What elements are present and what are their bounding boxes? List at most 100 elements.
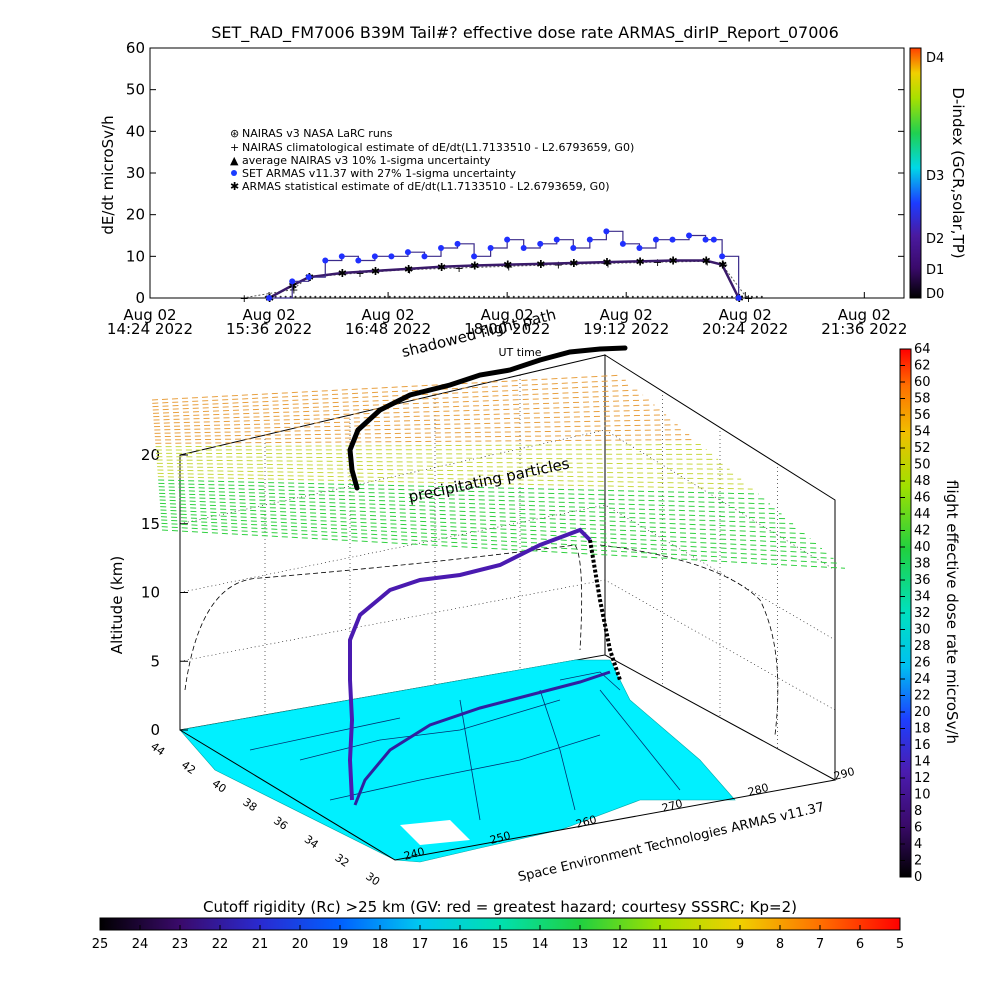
lon-tick-label: 290 (832, 765, 856, 783)
set-armas-point (471, 253, 478, 260)
dose-tick-label: 8 (914, 804, 922, 819)
baseline-point (492, 295, 495, 298)
baseline-point (279, 295, 282, 298)
cutoff-tick-label: 21 (252, 937, 269, 952)
armas-stat-point: ✱ (602, 256, 611, 269)
legend-marker-0: ⊛ (230, 127, 239, 140)
dose-tick-label: 60 (914, 375, 931, 390)
armas-stat-point: ✱ (635, 255, 644, 268)
sheet-row (153, 399, 649, 418)
cutoff-tick-label: 5 (896, 937, 904, 952)
sheet-row (151, 374, 621, 401)
baseline-point (274, 295, 277, 298)
baseline-point (706, 295, 709, 298)
cutoff-tick-label: 18 (372, 937, 389, 952)
baseline-point (487, 295, 490, 298)
cutoff-tick-label: 16 (452, 937, 469, 952)
baseline-point (329, 295, 332, 298)
set-armas-point (553, 236, 560, 243)
set-armas-point (652, 236, 659, 243)
sheet-row (155, 444, 701, 448)
baseline-point (438, 295, 441, 298)
dindex-tick-0: D0 (926, 287, 944, 302)
baseline-point (716, 295, 719, 298)
armas-stat-point: ✱ (470, 260, 479, 273)
baseline-point (468, 295, 471, 298)
sheet-row (157, 472, 747, 485)
set-armas-point (537, 240, 544, 247)
top-x-tick-time: 14:24 2022 (107, 320, 193, 338)
sheet-row (156, 452, 713, 455)
dose-tick-label: 58 (914, 392, 931, 407)
baseline-point (349, 295, 352, 298)
sheet-row (153, 394, 644, 414)
set-armas-point (454, 240, 461, 247)
sheet-row (154, 424, 678, 434)
baseline-point (760, 295, 763, 298)
baseline-point (631, 295, 634, 298)
baseline-point (354, 295, 357, 298)
baseline-point (358, 295, 361, 298)
cutoff-tick-label: 13 (572, 937, 589, 952)
cutoff-tick-label: 14 (532, 937, 549, 952)
cutoff-tick-label: 24 (132, 937, 149, 952)
lat-tick-label: 36 (271, 814, 290, 833)
baseline-point (497, 295, 500, 298)
baseline-point (666, 295, 669, 298)
baseline-point (582, 295, 585, 298)
z-tick-label: 15 (141, 515, 160, 533)
baseline-point (388, 295, 391, 298)
armas-stat-point: ✱ (437, 261, 446, 274)
flight-path (347, 527, 592, 801)
map-border-line (539, 689, 576, 811)
armas-stat-point: ✱ (718, 259, 727, 272)
sheet-row (156, 459, 724, 465)
lon-tick-label: 280 (746, 781, 770, 799)
top-x-tick-date: Aug 02 (242, 306, 295, 324)
cutoff-tick-label: 20 (292, 937, 309, 952)
sheet-row (160, 509, 811, 540)
baseline-point (726, 295, 729, 298)
sheet-row (159, 492, 782, 515)
armas-stat-point: ✱ (536, 258, 545, 271)
set-armas-point (404, 249, 411, 256)
sheet-row (160, 516, 822, 549)
dindex-colorbar (909, 47, 922, 299)
set-armas-point (438, 245, 445, 251)
baseline-point (383, 295, 386, 298)
chart-title: SET_RAD_FM7006 B39M Tail#? effective dos… (211, 23, 839, 43)
z-tick-label: 10 (141, 584, 160, 602)
sheet-row (157, 466, 736, 475)
set-armas-point (710, 236, 717, 243)
dose-tick-label: 48 (914, 474, 931, 489)
dindex-tick-1: D1 (926, 263, 944, 278)
lon-tick-label: 240 (402, 845, 426, 863)
baseline-point (443, 295, 446, 298)
cutoff-tick-label: 19 (332, 937, 349, 952)
set-armas-point (603, 228, 610, 235)
baseline-point (602, 295, 605, 298)
baseline-point (537, 295, 540, 298)
z-ticks: 0 5 10 15 20 (141, 446, 188, 739)
lat-tick-label: 40 (210, 777, 229, 796)
top-series-layer: +++++++++++++✱✱✱✱✱✱✱✱✱✱✱✱✱✱✱✱✱ (240, 228, 763, 305)
legend-entry-1: NAIRAS climatological estimate of dE/dt(… (242, 141, 634, 154)
nairas-point: + (554, 259, 563, 272)
ground-track (353, 670, 611, 806)
map-border-line (599, 689, 681, 791)
baseline-point (339, 295, 342, 298)
wall-grid (179, 375, 836, 748)
wall-grid-line (179, 429, 836, 571)
cutoff-label: Cutoff rigidity (Rc) >25 km (GV: red = g… (203, 898, 797, 916)
map-border-line (299, 699, 561, 761)
legend-entry-3: SET ARMAS v11.37 with 27% 1-sigma uncert… (242, 167, 516, 180)
top-y-tick-label: 50 (126, 81, 145, 99)
baseline-point (532, 295, 535, 298)
dose-tick-label: 34 (914, 590, 931, 605)
shadowed-flight-path (347, 345, 628, 491)
cutoff-tick-label: 12 (612, 937, 629, 952)
lat-tick-label: 42 (179, 758, 198, 777)
sheet-row (157, 476, 753, 490)
